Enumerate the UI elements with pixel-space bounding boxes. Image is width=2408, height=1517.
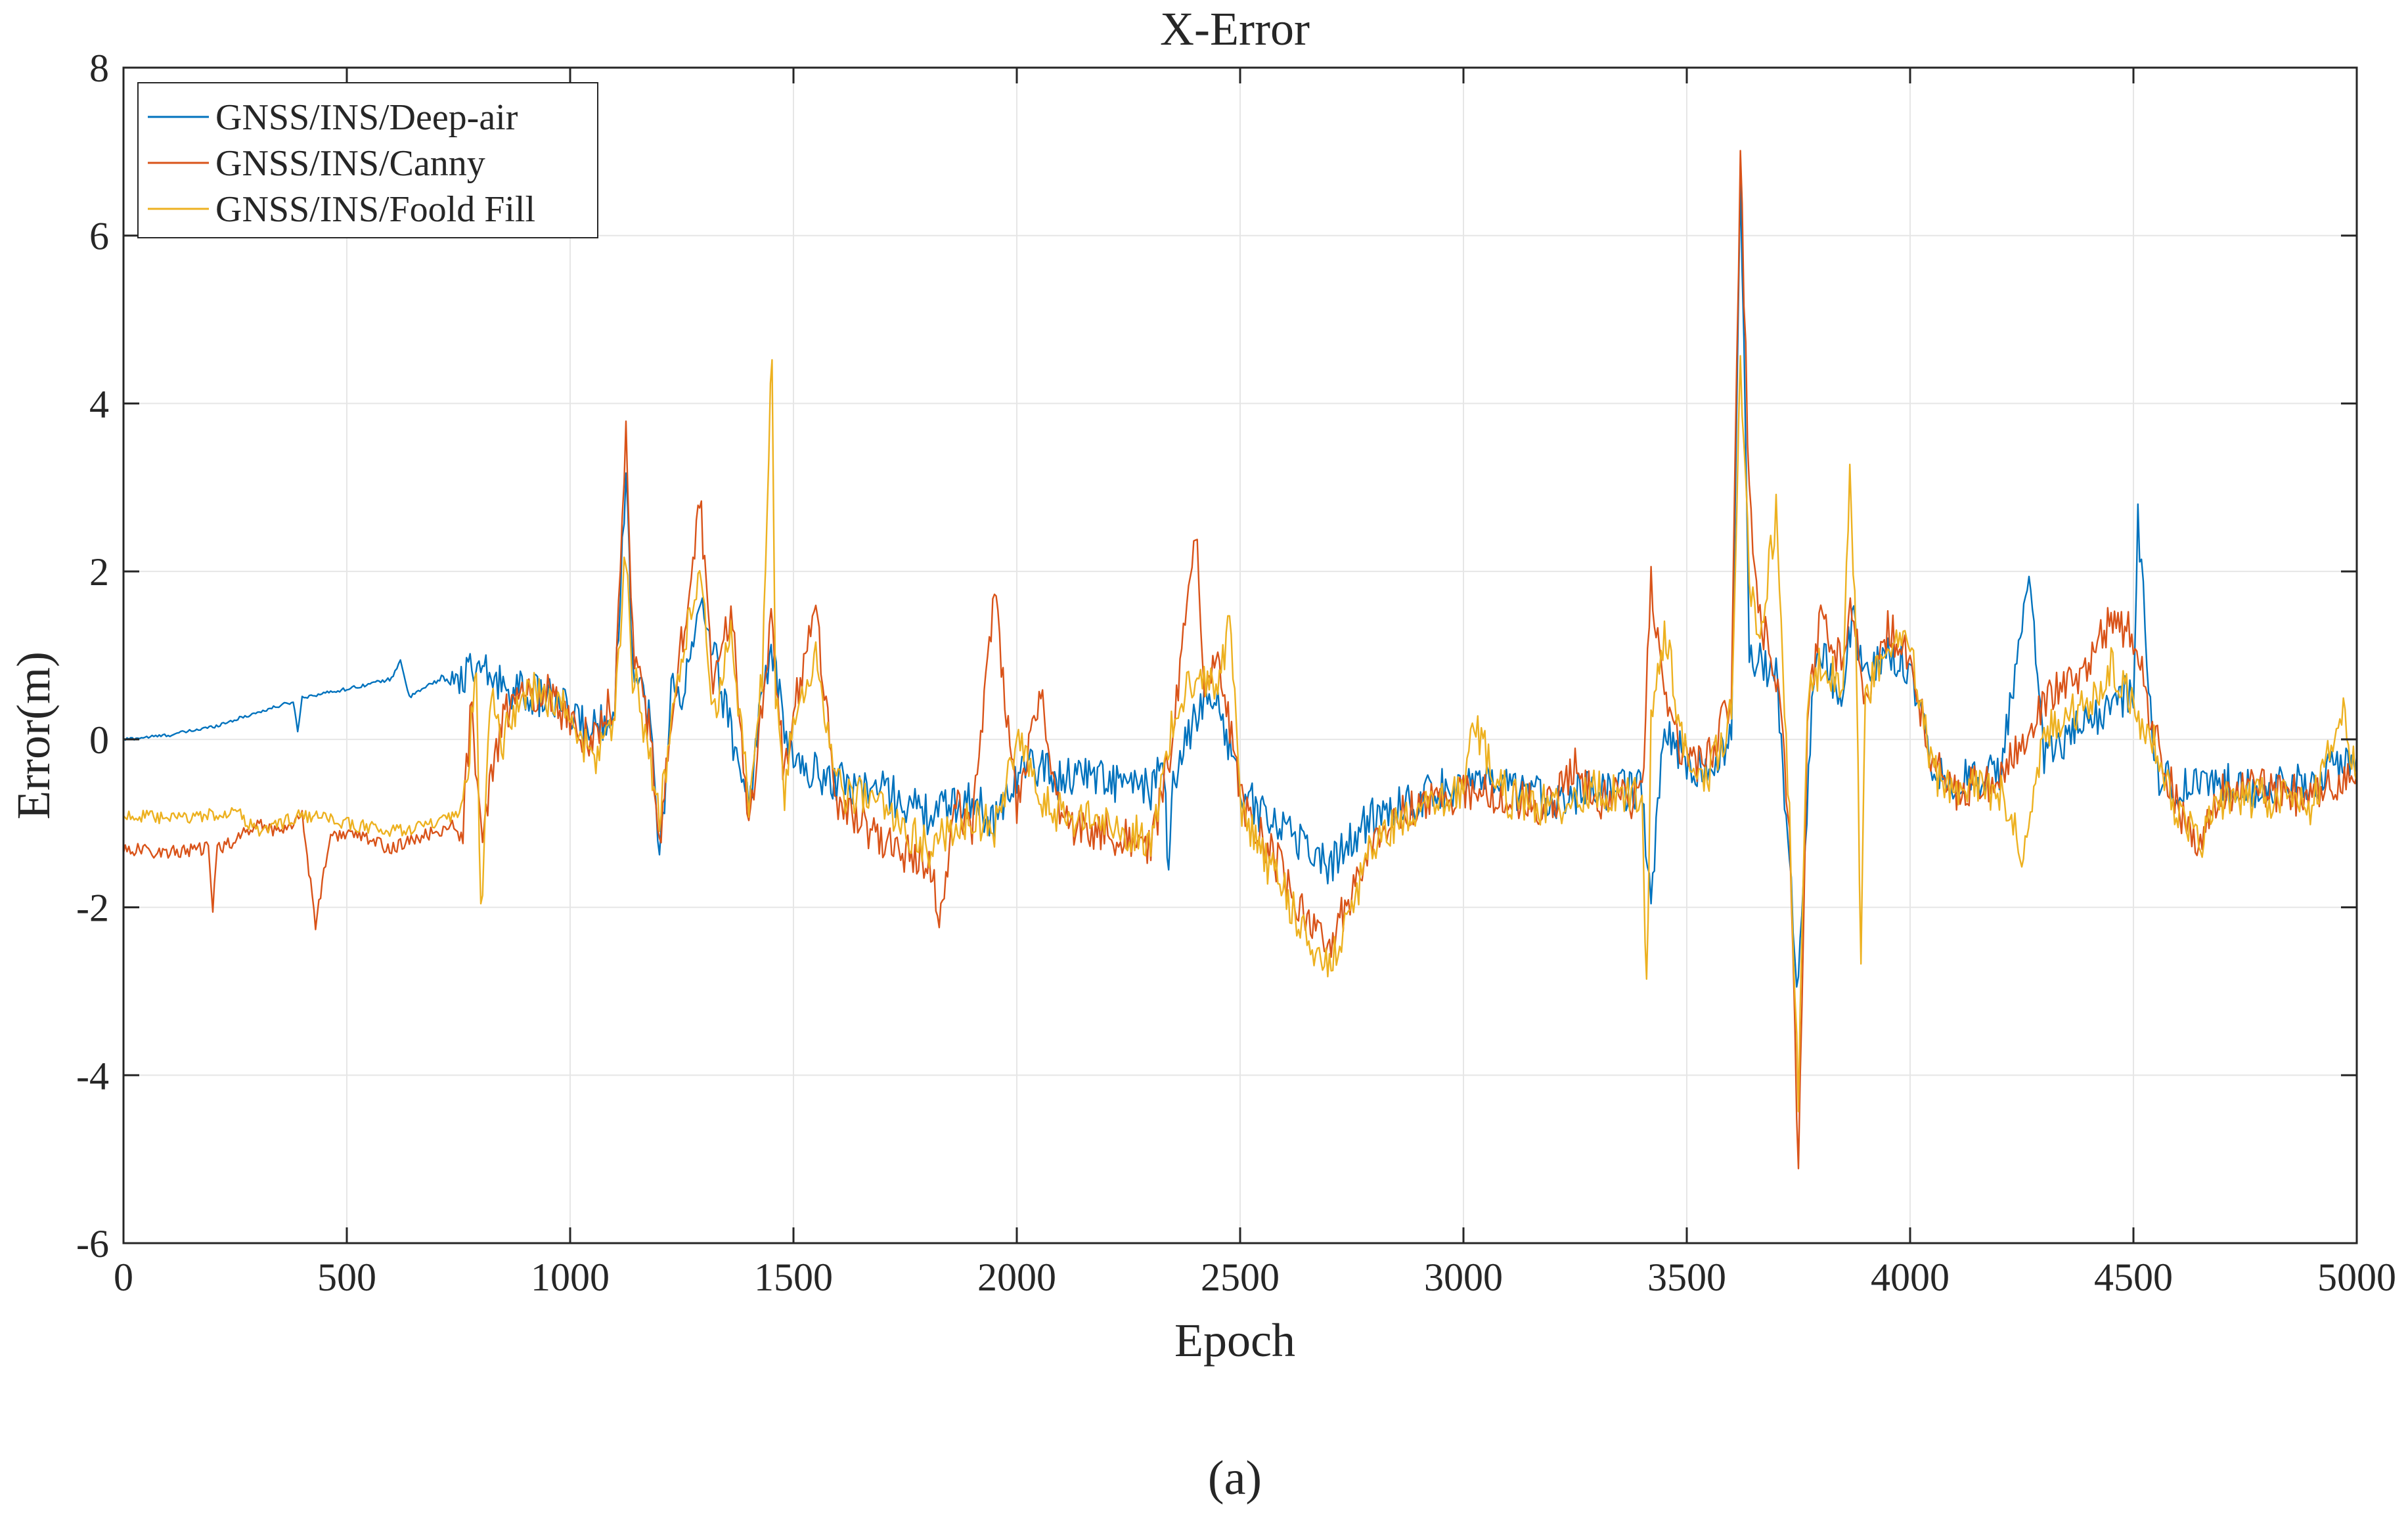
legend-label-2: GNSS/INS/Foold Fill (215, 189, 535, 230)
x-tick-label: 4500 (2094, 1256, 2173, 1299)
y-tick-label: -6 (76, 1222, 109, 1265)
grid (123, 68, 2357, 1243)
series-line-1 (122, 150, 2358, 1170)
x-tick-label: 4000 (1871, 1256, 1950, 1299)
x-tick-label: 1500 (754, 1256, 833, 1299)
legend-label-0: GNSS/INS/Deep-air (215, 97, 518, 138)
figure-caption: (a) (1208, 1451, 1262, 1505)
series-line-2 (123, 355, 2358, 1112)
series-lines (122, 150, 2358, 1170)
legend-label-1: GNSS/INS/Canny (215, 143, 485, 184)
x-tick-label: 3500 (1647, 1256, 1726, 1299)
x-tick-label: 0 (114, 1256, 133, 1299)
y-tick-label: -4 (76, 1054, 109, 1097)
y-tick-label: 0 (89, 718, 109, 762)
x-tick-label: 5000 (2317, 1256, 2396, 1299)
chart-title: X-Error (1160, 3, 1310, 55)
x-tick-label: 500 (317, 1256, 376, 1299)
y-tick-label: -2 (76, 887, 109, 930)
axes (122, 66, 2358, 1244)
tick-labels: 0 500 1000 1500 2000 2500 3000 3500 4000 4500 5000… (76, 47, 2396, 1299)
y-axis-label: Error(m) (7, 651, 60, 820)
x-tick-label: 1000 (531, 1256, 610, 1299)
y-tick-label: 2 (89, 550, 109, 594)
x-tick-label: 3000 (1424, 1256, 1503, 1299)
x-tick-label: 2500 (1201, 1256, 1280, 1299)
y-tick-label: 8 (89, 47, 109, 90)
x-tick-label: 2000 (977, 1256, 1056, 1299)
y-tick-label: 4 (89, 382, 109, 426)
legend-box (137, 82, 598, 238)
y-tick-label: 6 (89, 215, 109, 258)
legend: GNSS/INS/Deep-air GNSS/INS/Canny GNSS/INS/… (137, 82, 598, 238)
x-axis-label: Epoch (1174, 1314, 1295, 1367)
